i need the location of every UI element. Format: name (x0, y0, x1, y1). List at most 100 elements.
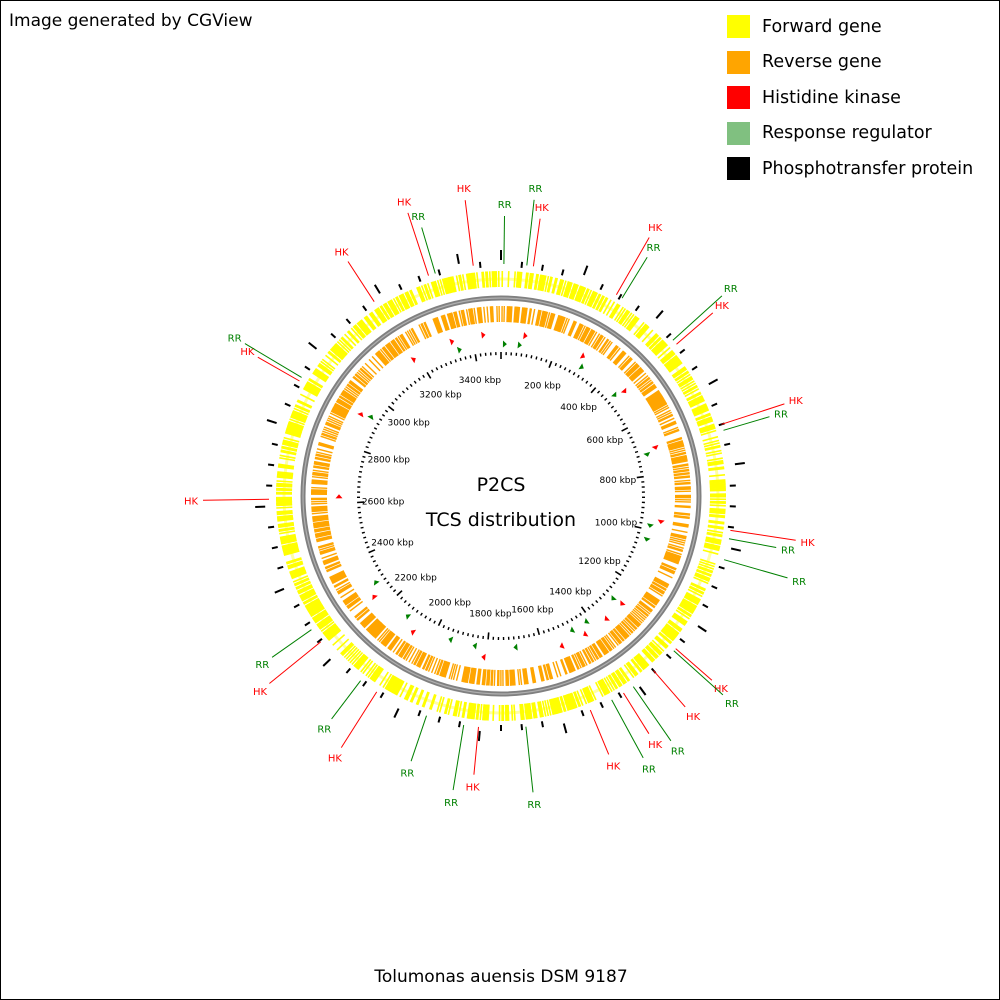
forward-gene (580, 288, 589, 304)
forward-gene (382, 303, 393, 319)
reverse-gene (319, 548, 336, 555)
forward-gene (451, 276, 457, 293)
scale-tick (634, 450, 639, 454)
reverse-gene (652, 580, 667, 591)
reverse-gene (317, 443, 334, 450)
reverse-gene (635, 605, 649, 618)
scale-tick (444, 362, 448, 367)
reverse-gene (471, 667, 476, 685)
reverse-gene (371, 623, 384, 636)
tick-mark (665, 653, 672, 660)
reverse-gene (670, 452, 687, 458)
hk-marker (583, 630, 589, 637)
forward-gene (663, 626, 678, 638)
forward-gene (641, 649, 654, 663)
forward-gene (317, 364, 332, 376)
forward-gene (332, 345, 346, 358)
forward-gene (317, 617, 332, 628)
reverse-gene (531, 667, 536, 684)
reverse-gene (659, 565, 675, 574)
kbp-scale-label: 1600 kbp (511, 606, 554, 616)
forward-gene (636, 653, 649, 667)
forward-gene (681, 599, 697, 609)
forward-gene (507, 704, 510, 721)
tick-mark (284, 402, 291, 407)
reverse-gene (641, 384, 656, 396)
tick-mark (293, 603, 300, 609)
forward-gene (318, 362, 333, 374)
forward-gene (320, 621, 335, 632)
forward-gene (709, 479, 726, 482)
reverse-gene (625, 363, 639, 376)
reverse-gene (444, 662, 451, 678)
scale-tick (525, 354, 528, 358)
forward-gene (334, 343, 348, 356)
scale-tick (587, 606, 591, 610)
reverse-gene (617, 624, 630, 637)
reverse-gene (548, 313, 555, 329)
scale-tick (457, 630, 460, 634)
tick-mark (730, 547, 742, 552)
forward-gene (313, 370, 328, 381)
forward-gene (637, 652, 650, 667)
reverse-gene (359, 368, 373, 381)
forward-gene (279, 457, 296, 462)
forward-gene (308, 604, 324, 614)
reverse-gene (670, 532, 687, 538)
forward-gene (438, 696, 445, 713)
reverse-gene (608, 346, 619, 360)
forward-gene (683, 596, 699, 606)
forward-gene (709, 501, 726, 504)
reverse-gene (554, 315, 561, 331)
reverse-gene (394, 337, 405, 352)
reverse-gene (637, 377, 651, 389)
reverse-gene (625, 362, 638, 376)
forward-gene (287, 561, 304, 569)
forward-gene (700, 429, 717, 436)
forward-gene (623, 313, 635, 328)
forward-gene (688, 397, 704, 406)
reverse-gene (334, 403, 349, 413)
reverse-gene (584, 647, 594, 663)
forward-gene (655, 635, 669, 648)
reverse-gene (642, 385, 657, 396)
reverse-gene (641, 597, 656, 608)
scale-tick (523, 635, 525, 639)
tick-mark (304, 365, 311, 371)
forward-gene (709, 513, 726, 517)
forward-gene (586, 290, 595, 306)
forward-gene (609, 303, 620, 319)
callout-line (723, 559, 788, 579)
reverse-gene (667, 546, 683, 553)
forward-gene (699, 427, 716, 434)
forward-gene (541, 275, 547, 292)
reverse-gene (482, 669, 486, 686)
forward-gene (280, 449, 297, 455)
forward-gene (483, 704, 487, 721)
forward-gene (581, 688, 590, 704)
forward-gene (649, 337, 662, 350)
reverse-gene (387, 342, 399, 357)
callout-line (347, 261, 375, 302)
callout-line (407, 212, 429, 276)
forward-gene (409, 686, 418, 703)
reverse-gene (653, 578, 669, 588)
reverse-gene (349, 379, 364, 391)
reverse-gene (557, 316, 564, 332)
scale-tick (452, 628, 455, 632)
forward-gene (293, 407, 309, 416)
reverse-gene (315, 532, 332, 538)
reverse-gene (333, 578, 349, 588)
reverse-gene (478, 307, 482, 324)
callout-line (503, 215, 505, 265)
forward-gene (279, 454, 296, 459)
reverse-gene (648, 587, 663, 597)
forward-gene (708, 521, 725, 525)
forward-gene (517, 271, 520, 288)
hk-marker (651, 444, 659, 450)
reverse-gene (663, 557, 679, 565)
reverse-gene (667, 441, 684, 447)
scale-tick (554, 362, 558, 367)
reverse-gene (585, 647, 595, 663)
reverse-gene (617, 355, 630, 369)
